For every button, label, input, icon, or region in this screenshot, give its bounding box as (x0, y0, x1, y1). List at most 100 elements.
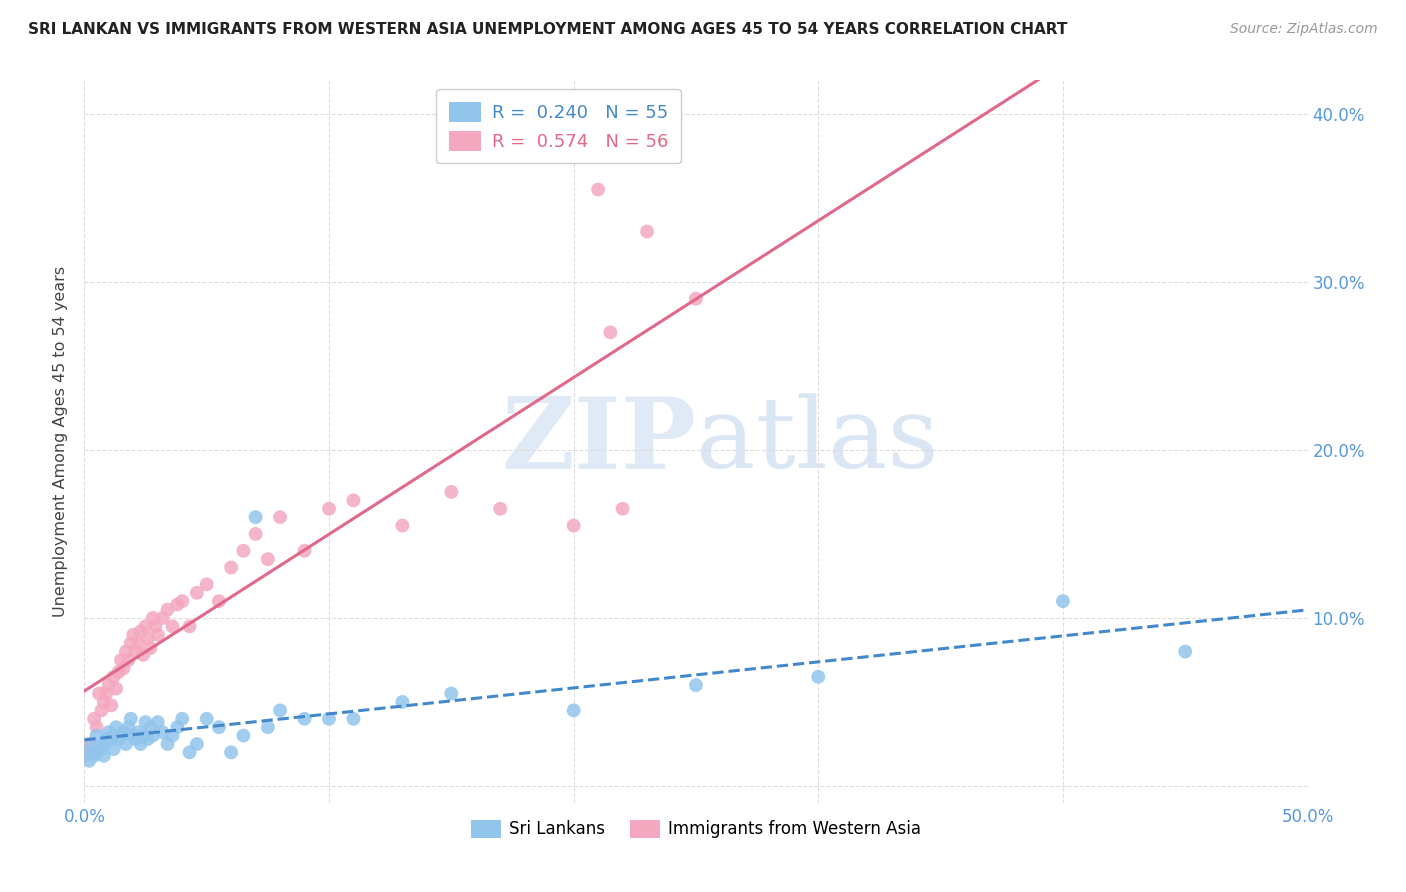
Point (100, 731, 122, 746)
Point (107, 665, 129, 679)
Point (162, 619, 184, 633)
Point (136, 731, 159, 746)
Point (73, 745, 96, 759)
Point (93, 695, 115, 709)
Point (112, 661, 135, 675)
Point (105, 681, 128, 696)
Point (612, 501, 634, 516)
Point (86, 745, 108, 759)
Legend: Sri Lankans, Immigrants from Western Asia: Sri Lankans, Immigrants from Western Asi… (464, 813, 928, 845)
Point (80, 737, 103, 751)
Point (318, 501, 340, 516)
Point (73, 748, 96, 763)
Point (294, 543, 316, 558)
Point (195, 712, 218, 726)
Point (93, 737, 115, 751)
Point (294, 712, 316, 726)
Point (122, 628, 145, 642)
Point (685, 678, 707, 692)
Point (120, 636, 142, 650)
Point (83, 712, 105, 726)
Point (90, 742, 112, 756)
Point (122, 729, 145, 743)
Point (132, 648, 155, 662)
Point (562, 518, 585, 533)
Point (80, 745, 103, 759)
Point (162, 729, 184, 743)
Point (586, 182, 609, 196)
Point (179, 619, 201, 633)
Point (86, 729, 108, 743)
Point (110, 729, 132, 743)
Point (136, 631, 159, 645)
Point (599, 326, 621, 340)
Point (1052, 594, 1074, 608)
Point (105, 720, 128, 734)
Point (132, 729, 155, 743)
Point (152, 725, 174, 739)
Point (83, 748, 105, 763)
Point (97, 678, 120, 692)
Point (107, 731, 129, 746)
Point (166, 598, 188, 612)
Point (135, 619, 157, 633)
Point (342, 712, 364, 726)
Point (96, 731, 118, 746)
Point (156, 737, 179, 751)
Point (391, 518, 413, 533)
Point (96, 687, 118, 701)
Point (342, 493, 364, 508)
Point (100, 698, 122, 713)
Point (186, 586, 208, 600)
Text: SRI LANKAN VS IMMIGRANTS FROM WESTERN ASIA UNEMPLOYMENT AMONG AGES 45 TO 54 YEAR: SRI LANKAN VS IMMIGRANTS FROM WESTERN AS… (28, 22, 1067, 37)
Point (257, 720, 280, 734)
Point (87, 687, 110, 701)
Y-axis label: Unemployment Among Ages 45 to 54 years: Unemployment Among Ages 45 to 54 years (53, 266, 69, 617)
Point (77, 754, 100, 768)
Point (245, 527, 267, 541)
Point (489, 501, 512, 516)
Point (179, 745, 201, 759)
Point (103, 670, 125, 684)
Point (86, 720, 108, 734)
Text: Source: ZipAtlas.com: Source: ZipAtlas.com (1230, 22, 1378, 37)
Point (125, 731, 148, 746)
Point (142, 729, 165, 743)
Point (117, 720, 139, 734)
Point (125, 644, 148, 658)
Point (115, 737, 138, 751)
Point (146, 628, 169, 642)
Point (77, 737, 100, 751)
Point (172, 594, 194, 608)
Point (807, 670, 830, 684)
Point (1174, 644, 1197, 658)
Point (219, 560, 242, 574)
Text: atlas: atlas (696, 393, 939, 490)
Point (257, 552, 280, 566)
Point (269, 510, 291, 524)
Point (103, 729, 125, 743)
Point (93, 748, 115, 763)
Point (103, 742, 125, 756)
Point (685, 292, 707, 306)
Point (440, 687, 463, 701)
Point (115, 644, 138, 658)
Point (97, 725, 120, 739)
Point (143, 619, 166, 633)
Point (391, 695, 413, 709)
Point (172, 712, 194, 726)
Point (152, 611, 174, 625)
Point (195, 577, 218, 591)
Point (120, 712, 142, 726)
Point (232, 543, 254, 558)
Point (146, 715, 169, 730)
Point (127, 636, 149, 650)
Point (636, 225, 658, 239)
Point (232, 729, 254, 743)
Point (440, 485, 463, 500)
Point (219, 745, 242, 759)
Point (112, 725, 135, 739)
Point (127, 725, 149, 739)
Point (562, 703, 585, 717)
Text: ZIP: ZIP (501, 393, 696, 490)
